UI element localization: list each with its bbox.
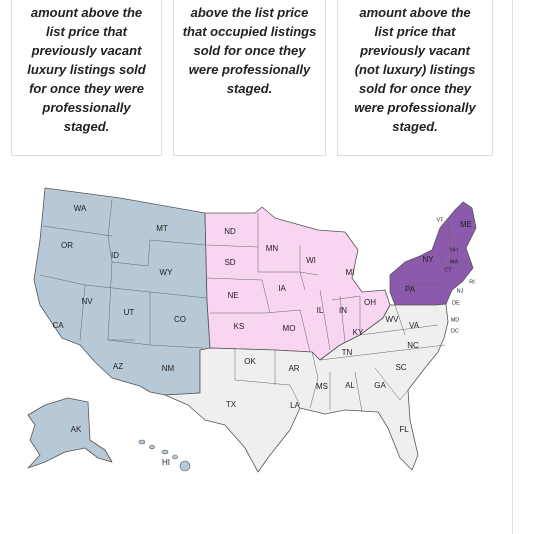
card-text-line: previously vacant <box>360 43 470 58</box>
card-text-line: previously vacant <box>31 43 142 58</box>
state-label: NE <box>227 291 238 300</box>
state-label: KS <box>234 322 245 331</box>
state-label: CT <box>444 267 452 273</box>
page-edge <box>512 0 513 534</box>
card-text-line: sold for once they <box>193 43 306 58</box>
state-label: NV <box>81 297 93 306</box>
state-label: MI <box>346 268 355 277</box>
state-label: TN <box>342 348 353 357</box>
state-label: NH <box>450 247 458 253</box>
card-text-line: that occupied listings <box>182 24 317 39</box>
state-label: IN <box>339 306 347 315</box>
state-label: MD <box>451 317 460 323</box>
card-text-line: for once they were <box>29 81 144 96</box>
state-label: CA <box>52 321 64 330</box>
state-label: DC <box>451 328 459 334</box>
state-label: AK <box>71 425 82 434</box>
state-label: TX <box>226 400 237 409</box>
state-label: NM <box>162 364 175 373</box>
state-label: ND <box>224 227 236 236</box>
state-label: AR <box>288 364 299 373</box>
state-label: MT <box>156 224 168 233</box>
state-label: VT <box>436 217 444 223</box>
card-text-line: amount above the <box>30 5 143 20</box>
state-label: KY <box>353 328 364 337</box>
card-text-line: amount above the <box>359 5 471 20</box>
region-south <box>164 303 449 473</box>
state-label: AL <box>345 381 355 390</box>
state-label: VA <box>409 321 420 330</box>
state-label: OH <box>364 298 376 307</box>
state-label: LA <box>290 401 300 410</box>
region-alaska <box>27 397 113 469</box>
state-label: MO <box>283 324 296 333</box>
card: above the list price that occupied listin… <box>173 0 326 156</box>
state-label: IA <box>278 284 286 293</box>
card-text-line: (not luxury) listings <box>354 62 476 77</box>
state-label: GA <box>374 381 386 390</box>
state-label: NY <box>422 255 434 264</box>
state-label: SD <box>224 258 235 267</box>
state-label: MN <box>266 244 279 253</box>
card-text-line: sold for once they <box>359 81 471 96</box>
state-label: OK <box>244 357 256 366</box>
state-label: MA <box>450 259 459 265</box>
state-label: MS <box>316 382 328 391</box>
state-label: NC <box>407 341 419 350</box>
state-label: WI <box>306 256 316 265</box>
card-text-line: were professionally <box>354 100 476 115</box>
card-text-line: were professionally <box>188 62 311 77</box>
state-labels: WA OR ID MT WY NV UT CO CA AZ NM AK HI ND SD NE KS MN IA MO… <box>52 204 475 467</box>
state-label: SC <box>395 363 406 372</box>
state-label: FL <box>399 425 409 434</box>
card-text-line: list price that <box>374 24 456 39</box>
us-map: WA OR ID MT WY NV UT CO CA AZ NM AK HI ND SD NE KS MN IA MO… <box>27 187 477 473</box>
card-text-line: luxury listings sold <box>27 62 146 77</box>
card-text-line: staged. <box>226 81 273 96</box>
card-text-line: staged. <box>392 119 438 134</box>
state-label: UT <box>124 308 135 317</box>
state-borders <box>39 199 468 413</box>
card-text-line: list price that <box>46 24 127 39</box>
card-text-line: professionally <box>42 100 131 115</box>
state-label: NJ <box>457 288 464 294</box>
state-label: DE <box>452 300 460 306</box>
card-text-line: staged. <box>63 119 110 134</box>
state-label: CO <box>174 315 186 324</box>
state-label: IL <box>317 306 324 315</box>
state-label: ID <box>111 251 119 260</box>
card: amount above the list price that previousl… <box>337 0 493 156</box>
state-label: OR <box>61 241 73 250</box>
region-hawaii <box>138 439 191 472</box>
state-label: WY <box>160 268 174 277</box>
state-label: RI <box>469 279 475 285</box>
state-label: WV <box>386 315 400 324</box>
state-label: ME <box>460 220 472 229</box>
card-text-line: above the list price <box>190 5 309 20</box>
card: amount above the list price that previousl… <box>11 0 162 156</box>
state-label: AZ <box>113 362 123 371</box>
state-label: WA <box>74 204 87 213</box>
state-label: PA <box>405 285 416 294</box>
state-label: HI <box>162 458 170 467</box>
